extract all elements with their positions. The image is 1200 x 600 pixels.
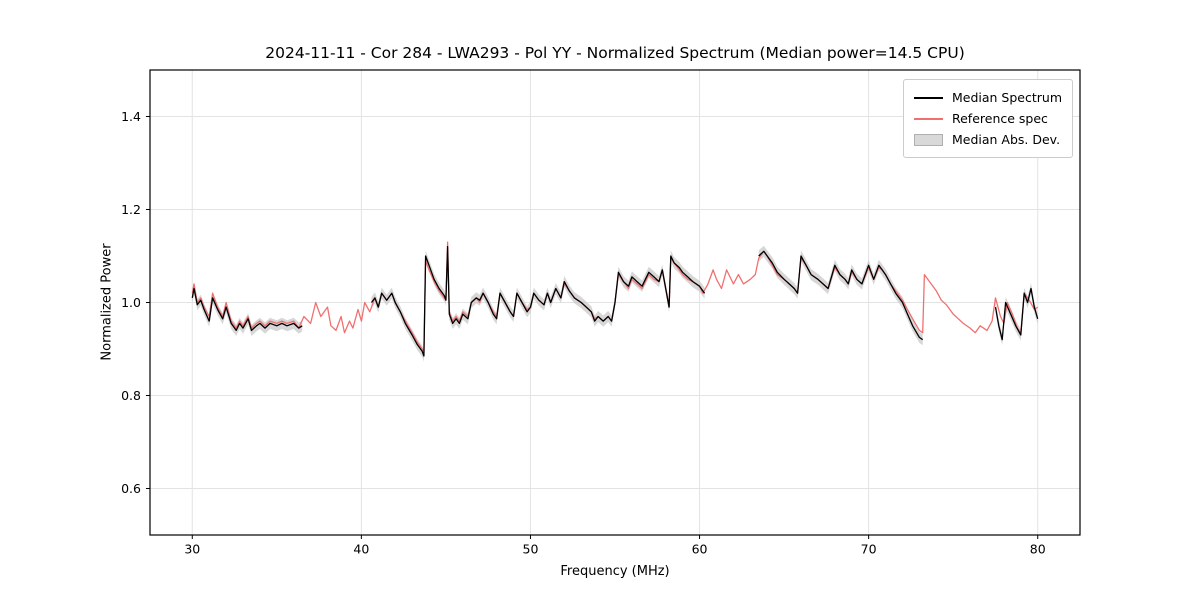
legend-label: Median Spectrum (951, 90, 1062, 105)
legend-item-median-abs-dev-: Median Abs. Dev. (913, 129, 1062, 150)
x-tick-label: 50 (523, 542, 539, 557)
y-tick-label: 1.0 (121, 295, 141, 310)
tick-marks (146, 116, 1039, 539)
median-spectrum-line (191, 246, 1039, 357)
x-tick-label: 70 (861, 542, 877, 557)
chart-title: 2024-11-11 - Cor 284 - LWA293 - Pol YY -… (265, 44, 965, 62)
legend-label: Reference spec (951, 111, 1048, 126)
legend: Median Spectrum Reference spec Median Abs.… (902, 79, 1073, 158)
x-tick-label: 40 (353, 542, 369, 557)
x-tick-label: 60 (692, 542, 708, 557)
y-tick-label: 0.8 (121, 388, 141, 403)
legend-band-swatch (913, 133, 943, 146)
legend-line-swatch (913, 117, 943, 120)
x-tick-label: 30 (184, 542, 200, 557)
legend-item-median-spectrum: Median Spectrum (913, 87, 1062, 108)
y-tick-label: 1.4 (121, 109, 141, 124)
y-axis-label: Normalized Power (99, 243, 115, 361)
legend-label: Median Abs. Dev. (951, 132, 1061, 147)
legend-item-reference-spec: Reference spec (913, 108, 1062, 129)
y-tick-label: 1.2 (121, 202, 141, 217)
x-tick-label: 80 (1030, 542, 1046, 557)
x-axis-label: Frequency (MHz) (560, 564, 670, 579)
legend-line-swatch (913, 96, 943, 99)
y-tick-label: 0.6 (121, 481, 141, 496)
